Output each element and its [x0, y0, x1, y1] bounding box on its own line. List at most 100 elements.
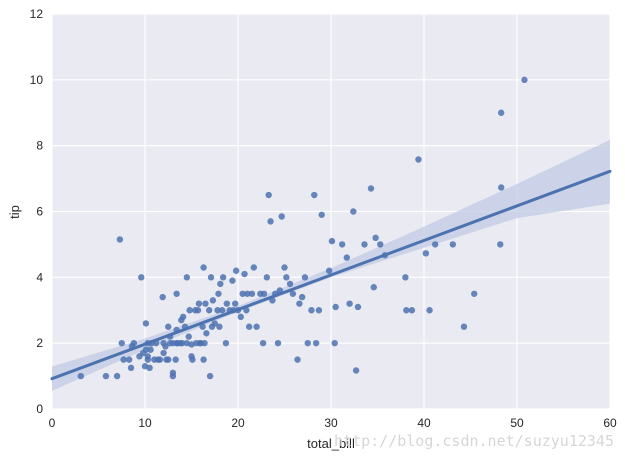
data-point — [312, 339, 320, 347]
data-point — [332, 303, 339, 311]
watermark-text: http://blog.csdn.net/suzyu12345 — [334, 432, 614, 450]
data-point — [127, 364, 135, 372]
data-point — [274, 339, 282, 347]
data-point — [159, 293, 166, 301]
data-point — [179, 339, 186, 347]
data-point — [232, 300, 239, 307]
data-point — [165, 323, 172, 330]
data-point — [130, 339, 138, 347]
data-point — [237, 313, 244, 321]
y-tick-labels: 0 2 4 6 8 10 12 — [30, 7, 44, 416]
data-point — [259, 339, 267, 347]
data-point — [142, 320, 150, 327]
data-point — [245, 323, 253, 330]
data-point — [218, 307, 226, 314]
data-point — [113, 372, 121, 380]
data-point — [318, 211, 325, 218]
data-point — [304, 339, 311, 347]
y-tick-label: 4 — [36, 270, 43, 284]
data-point — [222, 339, 230, 347]
data-point — [431, 241, 439, 248]
data-point — [343, 254, 351, 261]
data-point — [142, 346, 150, 353]
data-point — [205, 307, 213, 314]
data-point — [239, 290, 246, 297]
data-point — [283, 274, 290, 281]
data-point — [216, 323, 223, 330]
data-point — [403, 307, 410, 314]
data-point — [354, 303, 362, 311]
data-point — [253, 323, 260, 330]
data-point — [202, 300, 209, 307]
data-point — [160, 349, 167, 357]
data-point — [138, 274, 145, 281]
data-point — [497, 241, 504, 248]
data-point — [223, 300, 231, 307]
data-point — [169, 369, 177, 376]
data-point — [209, 297, 217, 304]
data-point — [415, 156, 422, 163]
data-point — [214, 307, 221, 314]
x-tick-label: 20 — [231, 416, 245, 430]
data-point — [211, 320, 218, 327]
data-point — [77, 372, 85, 380]
data-point — [162, 343, 169, 350]
data-point — [206, 372, 214, 380]
data-point — [250, 264, 258, 271]
data-point — [232, 267, 240, 274]
x-tick-label: 60 — [603, 416, 617, 430]
data-point — [265, 191, 272, 199]
data-point — [179, 313, 187, 321]
data-point — [296, 300, 303, 307]
data-point — [118, 339, 125, 347]
x-axis-label: total_bill — [307, 436, 355, 451]
data-point — [460, 323, 468, 330]
data-point — [195, 300, 203, 307]
data-point — [402, 274, 409, 281]
data-point — [298, 293, 306, 301]
y-tick-label: 10 — [30, 73, 44, 87]
data-point — [426, 307, 433, 314]
data-point — [267, 218, 274, 225]
data-point — [352, 367, 360, 374]
x-tick-label: 40 — [417, 416, 431, 430]
data-point — [377, 241, 384, 248]
data-points — [77, 76, 528, 380]
y-tick-label: 6 — [36, 205, 43, 219]
data-point — [361, 241, 368, 248]
regression-line — [50, 169, 612, 381]
data-point — [521, 76, 528, 84]
x-tick-labels: 0 10 20 30 40 50 60 — [49, 416, 617, 430]
data-point — [286, 280, 294, 288]
data-point — [497, 184, 505, 191]
data-point — [125, 356, 133, 363]
data-point — [185, 333, 192, 340]
data-point — [408, 307, 416, 314]
data-point — [350, 208, 357, 215]
data-point — [183, 274, 191, 281]
data-point — [147, 346, 154, 353]
data-point — [449, 241, 457, 248]
data-point — [173, 290, 180, 297]
data-point — [144, 356, 151, 363]
x-tick-label: 0 — [49, 416, 56, 430]
data-point — [244, 290, 251, 297]
data-point — [367, 185, 375, 192]
data-point — [241, 270, 248, 278]
data-point — [200, 264, 207, 271]
data-point — [165, 356, 172, 363]
data-point — [308, 307, 315, 314]
y-tick-label: 8 — [36, 139, 43, 153]
x-tick-label: 10 — [138, 416, 152, 430]
data-point — [260, 290, 268, 297]
data-point — [186, 307, 193, 314]
y-tick-label: 12 — [30, 7, 44, 21]
data-point — [422, 250, 430, 257]
data-point — [370, 284, 377, 291]
data-point — [194, 307, 202, 314]
data-point — [201, 339, 208, 347]
data-point — [281, 264, 288, 271]
x-tick-label: 50 — [510, 416, 524, 430]
data-point — [120, 356, 127, 363]
